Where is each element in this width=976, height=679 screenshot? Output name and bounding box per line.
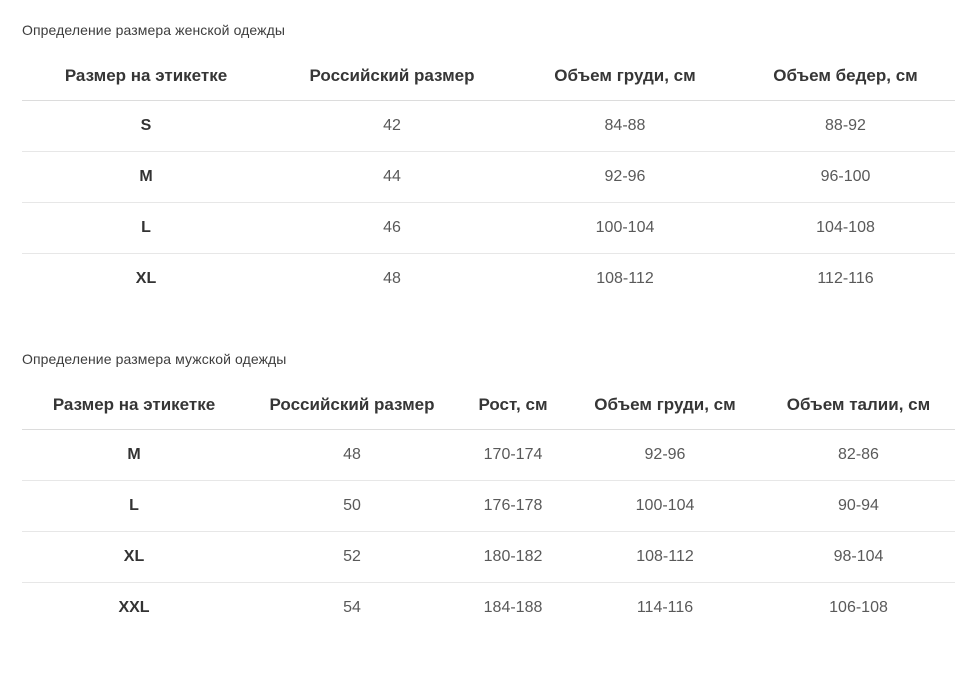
size-value-cell: 48 [343, 445, 361, 463]
size-value-cell: 100-104 [514, 201, 736, 253]
table-row: XL 52 180-182 108-112 98-104 [22, 530, 955, 582]
header-row: Размер на этикетке Российский размер Рост,… [22, 381, 955, 430]
size-value-cell: 52 [246, 530, 458, 582]
size-label-cell: M [22, 150, 270, 202]
size-label-cell: XL [22, 252, 270, 304]
size-value-cell: 82-86 [838, 445, 879, 463]
women-section-title: Определение размера женской одежды [22, 22, 286, 38]
size-value-cell: 184-188 [458, 581, 568, 633]
women-table-body: S 42 84-88 88-92 M 44 92-96 96-100 L 46 100-104 104… [22, 100, 955, 304]
men-size-table: Размер на этикетке Российский размер Рост,… [22, 381, 955, 633]
size-value-cell: 112-116 [736, 252, 955, 304]
column-header: Объем бедер, см [736, 52, 955, 101]
column-header: Российский размер [246, 381, 458, 430]
size-value-cell: 84-88 [604, 116, 646, 134]
size-value-cell: 46 [270, 201, 514, 253]
size-value-cell: 92-96 [514, 150, 736, 202]
column-header: Рост, см [458, 381, 568, 430]
table-row: XL 48 108-112 112-116 [22, 252, 955, 304]
size-label-cell: L [22, 201, 270, 253]
size-value-cell: 48 [270, 252, 514, 304]
size-value-cell: 114-116 [568, 581, 762, 633]
column-header: Размер на этикетке [22, 381, 246, 430]
table-row: M 48 170-174 92-96 82-86 [22, 429, 955, 480]
size-value-cell: 106-108 [762, 581, 955, 633]
size-value-cell: 180-182 [458, 530, 568, 582]
size-value-cell: 108-112 [568, 530, 762, 582]
size-value-cell: 92-96 [644, 445, 686, 463]
size-guide-page: Определение размера женской одежды Разме… [22, 22, 955, 633]
size-value-cell: 96-100 [736, 150, 955, 202]
table-row: L 50 176-178 100-104 90-94 [22, 479, 955, 531]
column-header: Объем груди, см [568, 381, 762, 430]
header-row: Размер на этикетке Российский размер Объем… [22, 52, 955, 101]
size-label-cell: M [127, 445, 141, 463]
size-value-cell: 42 [383, 116, 401, 134]
column-header: Объем груди, см [514, 52, 736, 101]
size-label-cell: L [22, 479, 246, 531]
women-size-table: Размер на этикетке Российский размер Объем… [22, 52, 955, 304]
size-label-cell: XXL [22, 581, 246, 633]
size-value-cell: 100-104 [568, 479, 762, 531]
size-value-cell: 108-112 [514, 252, 736, 304]
men-table-body: M 48 170-174 92-96 82-86 L 50 176-178 100-104 90-… [22, 429, 955, 633]
table-row: XXL 54 184-188 114-116 106-108 [22, 581, 955, 633]
column-header: Объем талии, см [762, 381, 955, 430]
size-value-cell: 104-108 [736, 201, 955, 253]
women-table-header: Размер на этикетке Российский размер Объем… [22, 52, 955, 101]
table-row: L 46 100-104 104-108 [22, 201, 955, 253]
size-label-cell: S [140, 116, 152, 134]
size-value-cell: 98-104 [762, 530, 955, 582]
size-value-cell: 90-94 [762, 479, 955, 531]
size-value-cell: 50 [246, 479, 458, 531]
table-row: M 44 92-96 96-100 [22, 150, 955, 202]
size-label-cell: XL [22, 530, 246, 582]
size-value-cell: 176-178 [458, 479, 568, 531]
column-header: Российский размер [270, 52, 514, 101]
size-value-cell: 170-174 [483, 445, 543, 463]
size-value-cell: 54 [246, 581, 458, 633]
women-size-section: Определение размера женской одежды Разме… [22, 22, 955, 304]
men-size-section: Определение размера мужской одежды Разме… [22, 351, 955, 633]
size-value-cell: 88-92 [825, 116, 866, 134]
men-section-title: Определение размера мужской одежды [22, 351, 287, 367]
men-table-header: Размер на этикетке Российский размер Рост,… [22, 381, 955, 430]
column-header: Размер на этикетке [22, 52, 270, 101]
table-row: S 42 84-88 88-92 [22, 100, 955, 151]
size-value-cell: 44 [270, 150, 514, 202]
